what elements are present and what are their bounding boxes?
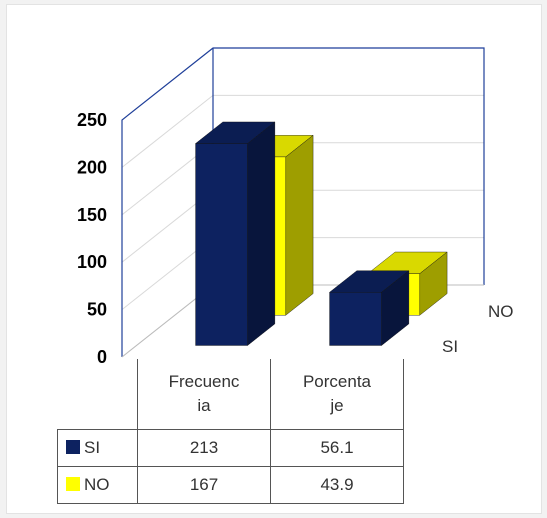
- chart-frame: 0 50 100 150 200 250 SI NO Frecuenc ia Porcenta…: [6, 4, 542, 514]
- category-label-part: Porcenta: [302, 372, 372, 391]
- table-cell: 213: [137, 429, 271, 467]
- category-label-part: ia: [197, 396, 211, 415]
- legend-label-si: SI: [84, 438, 101, 457]
- table-row-no: NO 167 43.9: [57, 466, 404, 504]
- legend-label-no: NO: [84, 475, 110, 494]
- table-cell: 43.9: [270, 466, 404, 504]
- chart-plot: 0 50 100 150 200 250 SI NO: [77, 47, 514, 367]
- table-cell: 167: [137, 466, 271, 504]
- table-category-porcentaje: Porcenta je: [270, 359, 404, 430]
- y-tick-label: 100: [77, 252, 107, 272]
- depth-label-no: NO: [488, 302, 514, 321]
- y-tick-label: 0: [97, 347, 107, 367]
- table-category-frecuencia: Frecuenc ia: [137, 359, 271, 430]
- legend-entry-si: SI: [57, 429, 138, 467]
- category-label-part: je: [330, 396, 344, 415]
- y-tick-label: 250: [77, 110, 107, 130]
- legend-swatch-no: [66, 477, 80, 491]
- bar-si-0: [194, 121, 276, 346]
- table-row-si: SI 213 56.1: [57, 429, 404, 467]
- table-cell: 56.1: [270, 429, 404, 467]
- bar-si-1: [328, 270, 410, 346]
- legend-entry-no: NO: [57, 466, 138, 504]
- legend-swatch-si: [66, 440, 80, 454]
- table-header-row: Frecuenc ia Porcenta je: [57, 359, 404, 430]
- bar-front: [195, 143, 248, 346]
- table-corner: [57, 359, 138, 430]
- y-tick-label: 200: [77, 157, 107, 177]
- y-tick-label: 150: [77, 205, 107, 225]
- depth-label-si: SI: [442, 337, 458, 356]
- data-table: Frecuenc ia Porcenta je SI 213 56.1 NO 1: [57, 359, 404, 504]
- bar-side: [247, 121, 276, 346]
- bar-front: [329, 292, 382, 346]
- gridline-side: [121, 95, 214, 168]
- category-label-part: Frecuenc: [168, 372, 240, 391]
- y-tick-label: 50: [87, 300, 107, 320]
- bar-side: [285, 134, 314, 316]
